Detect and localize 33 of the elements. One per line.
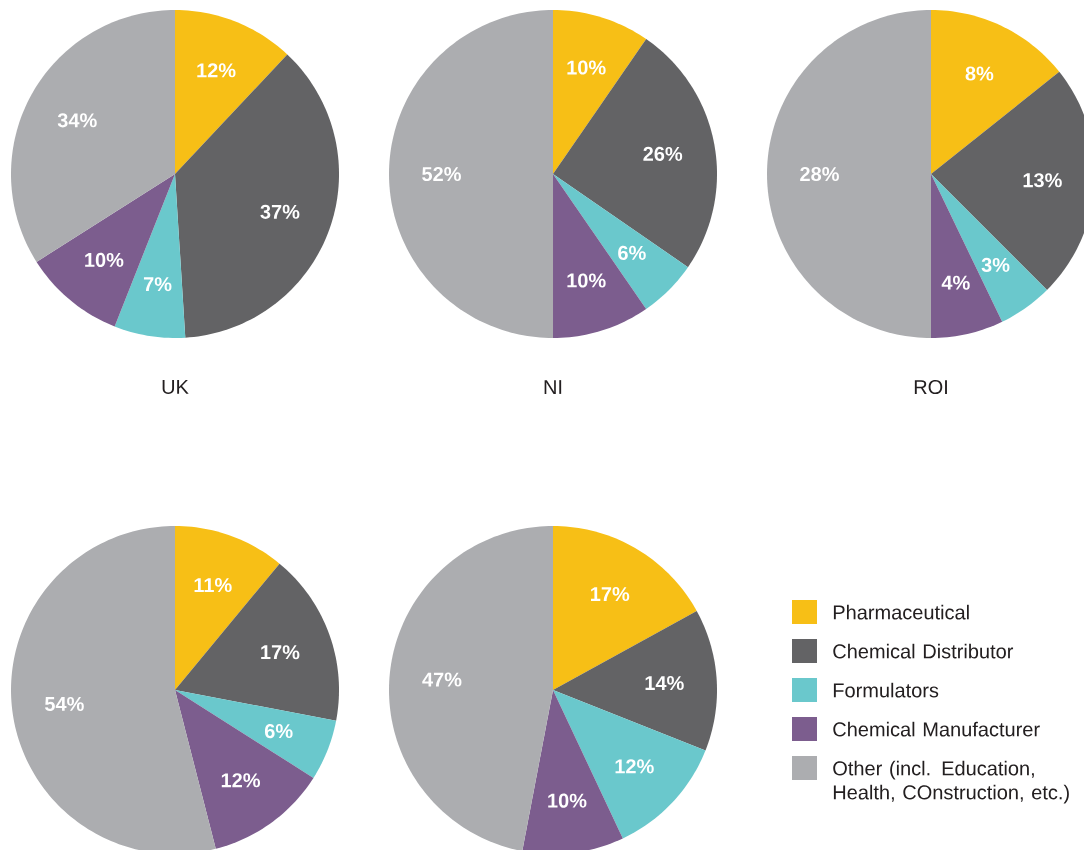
legend-label: Chemical Distributor xyxy=(833,643,1014,659)
data-label: 28% xyxy=(800,166,839,182)
text: UK xyxy=(162,380,189,394)
data-label: 17% xyxy=(591,586,630,602)
text: NI xyxy=(544,380,562,394)
data-label: 8% xyxy=(965,66,994,81)
data-label: 3% xyxy=(981,257,1010,273)
data-label: 6% xyxy=(264,723,293,739)
data-label: 12% xyxy=(221,773,261,788)
data-label: 10% xyxy=(567,60,606,75)
data-label: 37% xyxy=(260,204,300,219)
data-label: 47% xyxy=(422,672,462,687)
text: ROI xyxy=(914,379,947,395)
legend-label: Formulators xyxy=(833,682,939,698)
data-label: 12% xyxy=(615,759,654,774)
data-label: 34% xyxy=(57,113,97,128)
data-label: 26% xyxy=(643,146,683,161)
data-label: 6% xyxy=(618,245,646,260)
data-label: 13% xyxy=(1023,173,1062,188)
data-label: 54% xyxy=(44,696,84,712)
legend-label: Pharmaceutical xyxy=(833,604,969,620)
data-label: 10% xyxy=(548,793,587,808)
legend-label: Other (incl. Education, Health, COnstruction, etc.) xyxy=(833,760,1069,804)
data-label: 17% xyxy=(261,645,300,660)
data-label: 10% xyxy=(85,252,124,268)
data-label: 11% xyxy=(194,578,232,593)
data-label: 7% xyxy=(143,277,172,292)
data-label: 4% xyxy=(941,275,970,290)
data-label: 10% xyxy=(567,273,606,288)
data-label: 12% xyxy=(197,63,236,78)
legend-label: Chemical Manufacturer xyxy=(833,721,1040,737)
data-label: 52% xyxy=(422,166,461,182)
data-label: 14% xyxy=(645,675,684,691)
